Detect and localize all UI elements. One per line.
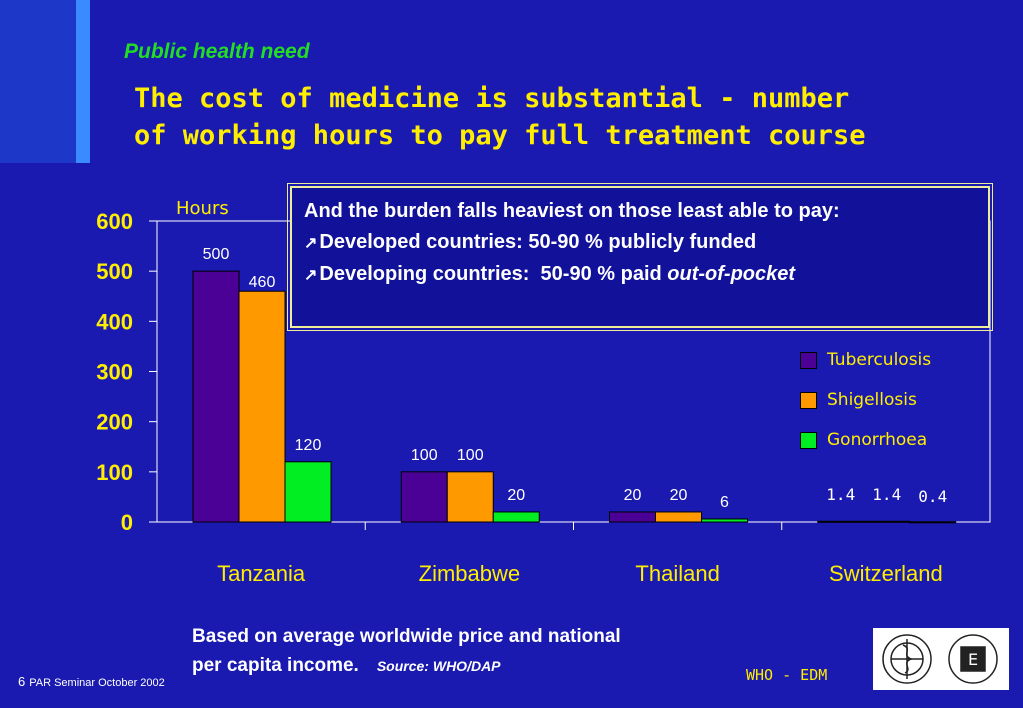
x-category-label: Zimbabwe <box>419 561 520 586</box>
note-intro: And the burden falls heaviest on those l… <box>304 200 840 222</box>
data-label: 20 <box>507 487 525 504</box>
note-bullet-developed-text: Developed countries: 50-90 % publicly fu… <box>319 231 757 253</box>
legend-swatch-tuberculosis <box>800 351 817 369</box>
data-label: 1.4 <box>826 485 855 504</box>
bar-gonorrhoea-zimbabwe <box>492 511 540 523</box>
bar-tuberculosis-zimbabwe <box>400 471 448 523</box>
svg-text:E: E <box>968 650 978 669</box>
chart-legend: Tuberculosis Shigellosis Gonorrhoea <box>800 340 931 460</box>
source-credit: Source: WHO/DAP <box>376 658 501 674</box>
data-label: 20 <box>670 487 688 504</box>
y-tick-label: 500 <box>96 259 133 284</box>
note-bullet-developed: ↗ Developed countries: 50-90 % publicly … <box>304 227 988 259</box>
y-tick-label: 100 <box>96 460 133 485</box>
data-label: 0.4 <box>918 487 947 506</box>
legend-label-gonorrhoea: Gonorrhoea <box>827 430 928 450</box>
arrow-up-right-icon: ↗ <box>304 267 318 284</box>
data-label: 20 <box>624 487 642 504</box>
decorative-side-bar-accent <box>76 0 90 163</box>
bar-gonorrhoea-switzerland <box>909 521 957 524</box>
bar-gonorrhoea-tanzania <box>284 461 332 523</box>
data-label: 100 <box>457 447 484 464</box>
legend-item-gonorrhoea: Gonorrhoea <box>800 420 931 460</box>
y-tick-label: 0 <box>121 510 133 535</box>
slide-title-line-1: The cost of medicine is substantial - nu… <box>134 83 850 114</box>
data-label: 6 <box>720 494 729 511</box>
note-bullet-developing-prefix: Developing countries: 50-90 % paid <box>319 263 668 285</box>
bar-shigellosis-tanzania <box>238 290 286 523</box>
note-bullet-developing: ↗ Developing countries: 50-90 % paid out… <box>304 259 988 291</box>
data-label: 100 <box>411 447 438 464</box>
org-label: WHO - EDM <box>746 666 828 684</box>
x-category-label: Switzerland <box>829 561 943 586</box>
legend-label-shigellosis: Shigellosis <box>827 390 917 410</box>
data-label: 500 <box>203 246 230 263</box>
legend-swatch-shigellosis <box>800 391 817 409</box>
slide-title: The cost of medicine is substantial - nu… <box>134 80 954 154</box>
legend-label-tuberculosis: Tuberculosis <box>827 350 932 370</box>
source-line-1: Based on average worldwide price and nat… <box>192 626 621 647</box>
footer-text: PAR Seminar October 2002 <box>29 677 165 689</box>
x-category-label: Thailand <box>635 561 719 586</box>
bar-shigellosis-switzerland <box>863 520 911 523</box>
logo-panel: E <box>873 628 1009 690</box>
y-tick-label: 400 <box>96 309 133 334</box>
bar-tuberculosis-switzerland <box>817 520 865 523</box>
slide-footer: 6 PAR Seminar October 2002 <box>18 674 165 689</box>
source-line-2-text: per capita income. <box>192 655 359 676</box>
arrow-up-right-icon: ↗ <box>304 235 318 252</box>
bar-gonorrhoea-thailand <box>701 518 748 523</box>
slide-title-line-2: of working hours to pay full treatment c… <box>134 120 866 151</box>
legend-item-shigellosis: Shigellosis <box>800 380 931 420</box>
source-note: Based on average worldwide price and nat… <box>192 622 621 681</box>
source-line-2: per capita income. Source: WHO/DAP <box>192 651 621 681</box>
y-tick-label: 600 <box>96 209 133 234</box>
burden-note-box: And the burden falls heaviest on those l… <box>287 183 993 331</box>
bar-tuberculosis-thailand <box>609 511 656 523</box>
note-bullet-developing-emphasis: out-of-pocket <box>667 263 796 285</box>
who-logo-icon: E <box>882 634 998 684</box>
decorative-side-bar <box>0 0 76 163</box>
y-axis-label: Hours <box>176 198 229 219</box>
y-tick-label: 300 <box>96 360 133 385</box>
bar-shigellosis-thailand <box>655 511 702 523</box>
x-category-label: Tanzania <box>217 561 306 586</box>
y-tick-label: 200 <box>96 410 133 435</box>
data-label: 460 <box>249 274 276 291</box>
bar-tuberculosis-tanzania <box>192 270 240 523</box>
data-label: 120 <box>295 437 322 454</box>
legend-swatch-gonorrhoea <box>800 431 817 449</box>
data-label: 1.4 <box>872 485 901 504</box>
legend-item-tuberculosis: Tuberculosis <box>800 340 931 380</box>
slide-subtitle: Public health need <box>124 40 310 63</box>
bar-shigellosis-zimbabwe <box>446 471 494 523</box>
page-number: 6 <box>18 674 26 689</box>
note-bullet-developing-text: Developing countries: 50-90 % paid out-o… <box>319 259 795 290</box>
